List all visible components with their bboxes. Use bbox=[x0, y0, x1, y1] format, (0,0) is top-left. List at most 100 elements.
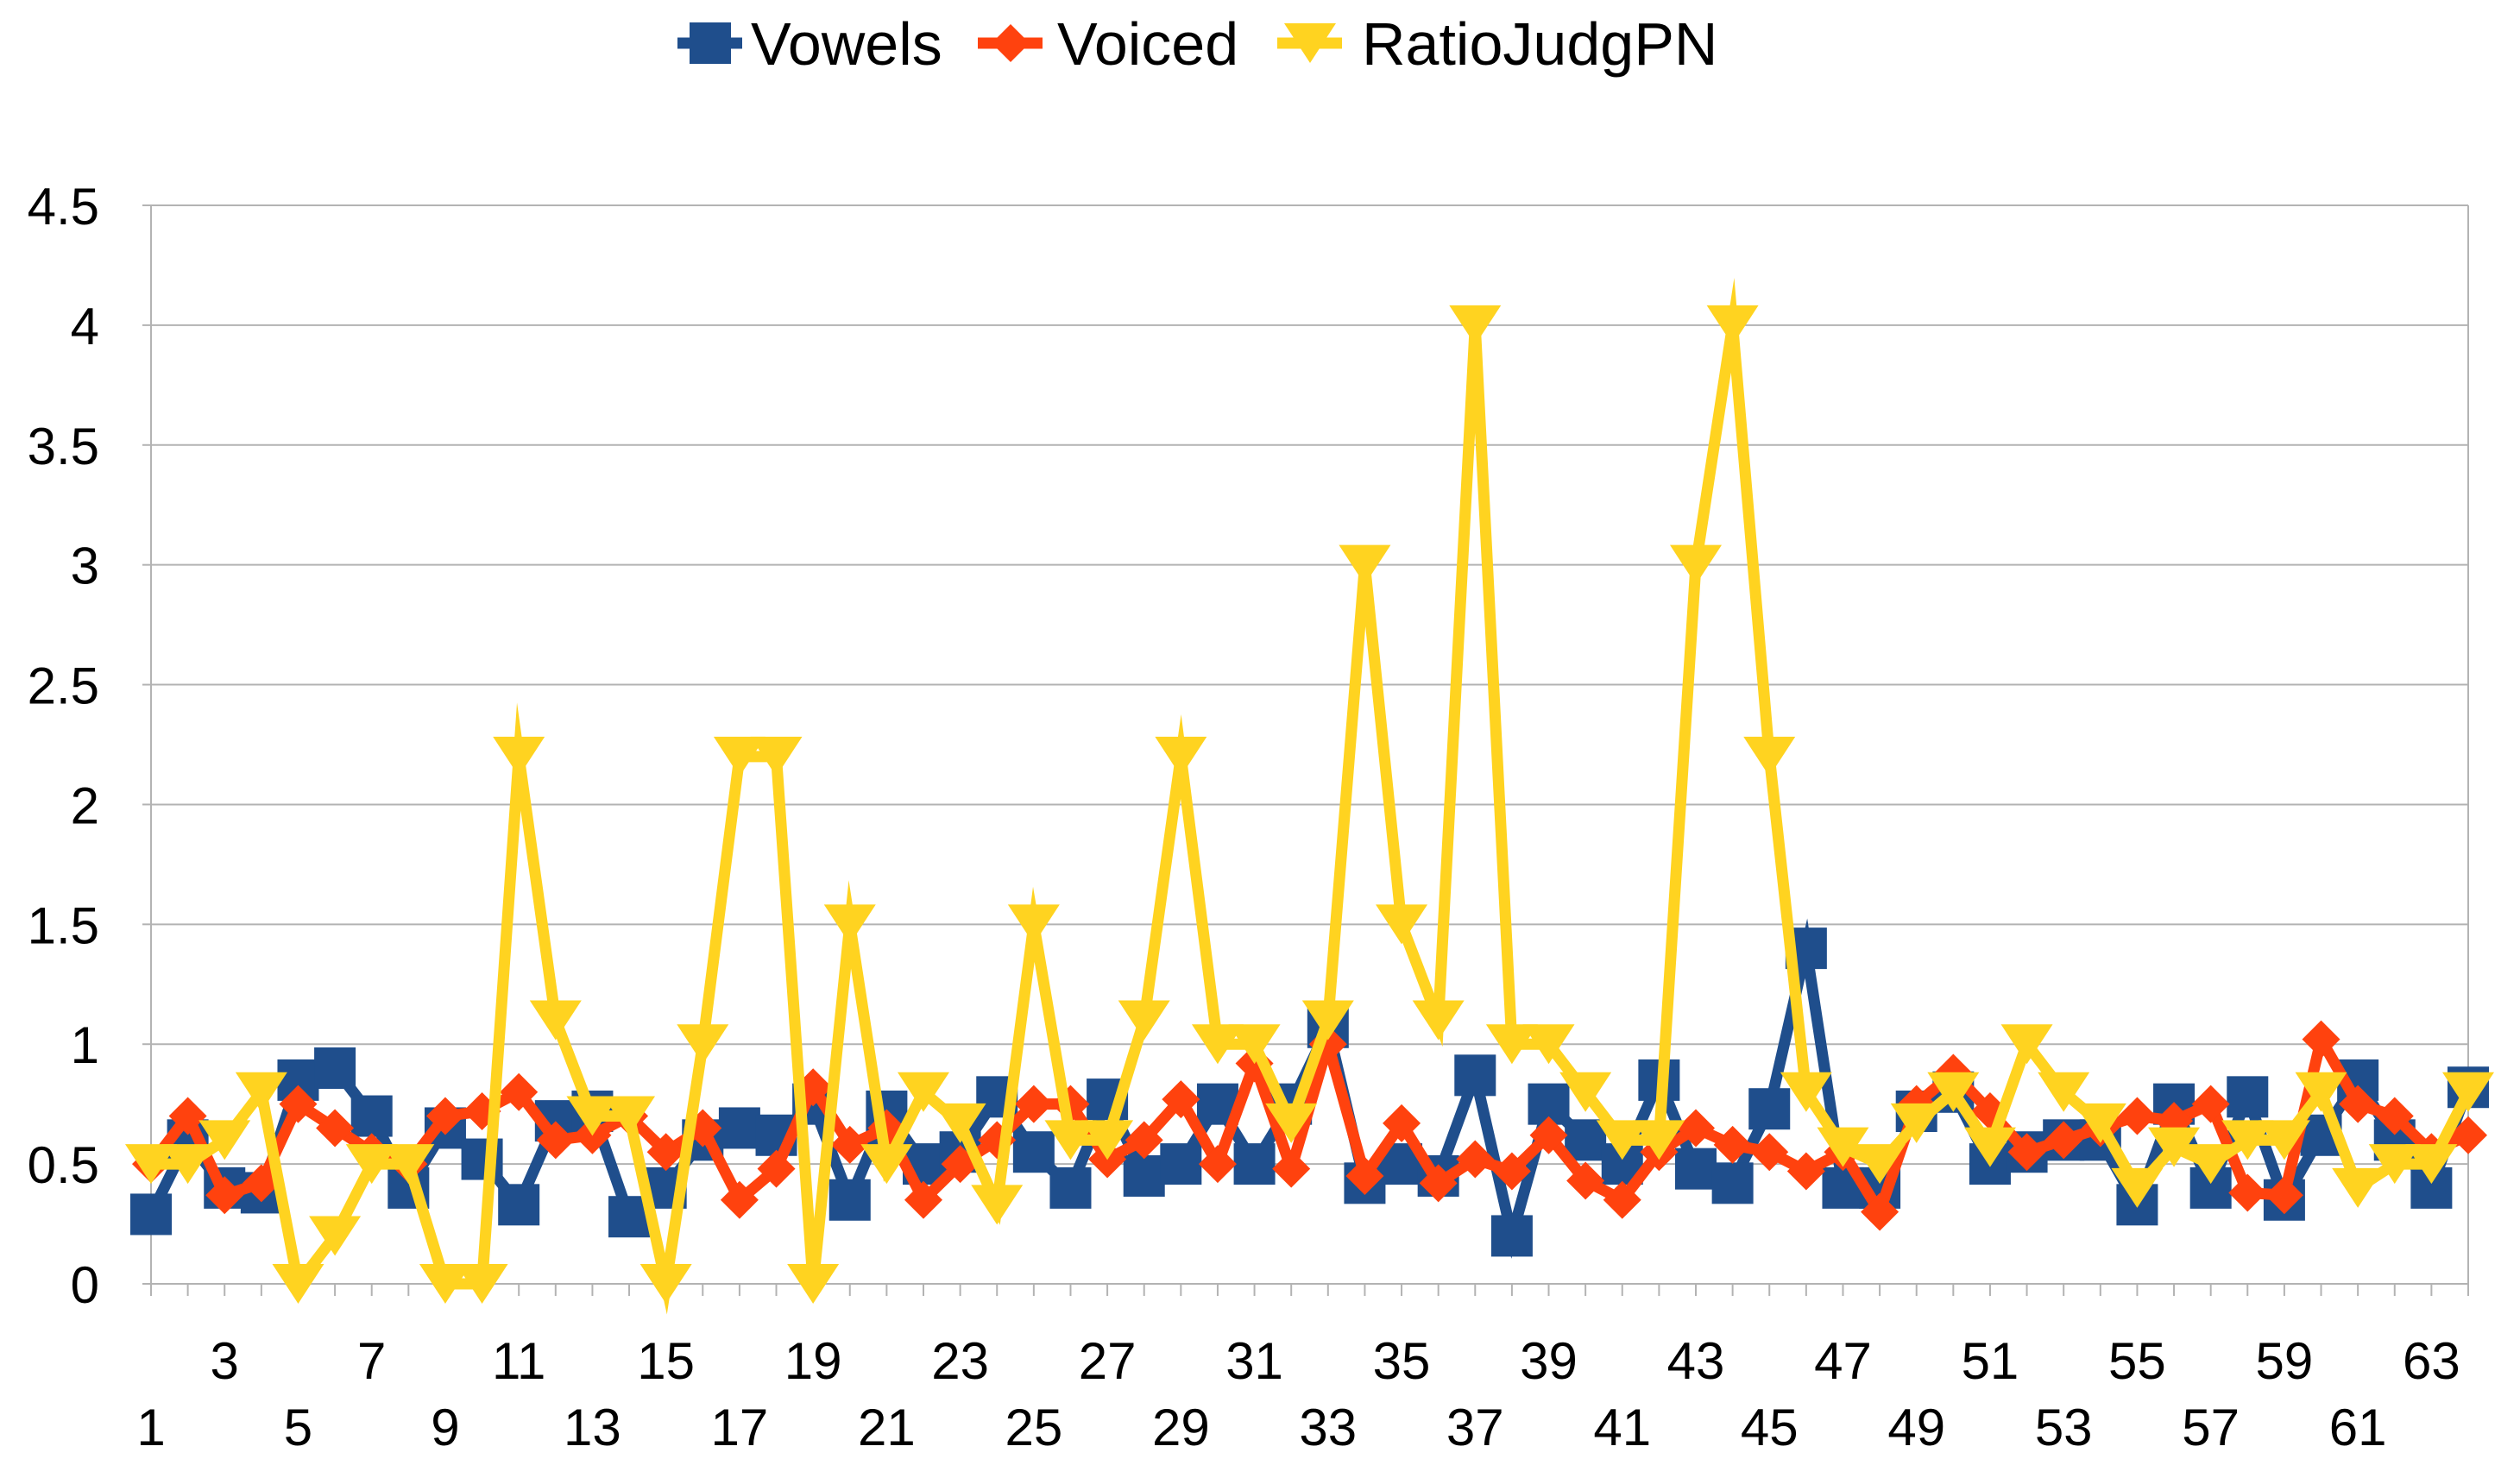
data-point bbox=[1817, 1127, 1869, 1167]
data-point bbox=[823, 904, 876, 945]
x-tick-label: 33 bbox=[1299, 1399, 1357, 1456]
data-point bbox=[750, 736, 803, 777]
data-point bbox=[2368, 1144, 2421, 1185]
data-point bbox=[316, 1109, 355, 1148]
legend: Vowels Voiced RatioJudgPN bbox=[677, 10, 1717, 78]
data-point bbox=[2332, 1167, 2385, 1208]
data-point bbox=[1123, 1155, 1165, 1197]
data-point bbox=[130, 1193, 172, 1236]
data-point bbox=[2339, 1085, 2378, 1123]
x-tick-label: 43 bbox=[1667, 1332, 1725, 1390]
x-tick-label: 63 bbox=[2403, 1332, 2460, 1390]
x-tick-label: 35 bbox=[1373, 1332, 1431, 1390]
data-point bbox=[971, 1185, 1024, 1225]
data-point bbox=[2295, 1072, 2347, 1112]
data-point bbox=[1603, 1180, 1641, 1219]
data-point bbox=[1228, 1024, 1281, 1065]
data-point bbox=[1155, 736, 1207, 777]
data-point bbox=[536, 1121, 575, 1160]
data-point bbox=[125, 1144, 177, 1185]
data-point bbox=[1490, 1215, 1533, 1257]
x-tick-label: 21 bbox=[858, 1399, 916, 1456]
data-point bbox=[1750, 1133, 1789, 1172]
data-point bbox=[1301, 1000, 1354, 1041]
legend-item-vowels: Vowels bbox=[677, 10, 942, 78]
legend-label: RatioJudgPN bbox=[1362, 10, 1717, 78]
x-tick-label: 31 bbox=[1225, 1332, 1283, 1390]
data-point bbox=[1044, 1120, 1097, 1160]
data-point bbox=[1559, 1072, 1612, 1112]
data-point bbox=[1854, 1144, 1906, 1185]
data-point bbox=[2038, 1072, 2090, 1112]
data-point bbox=[757, 1149, 796, 1188]
data-point bbox=[1081, 1120, 1134, 1160]
data-point bbox=[1198, 1145, 1237, 1184]
x-tick-label: 1 bbox=[136, 1399, 165, 1456]
x-tick-label: 37 bbox=[1446, 1399, 1504, 1456]
x-tick-label: 15 bbox=[637, 1332, 695, 1390]
data-point bbox=[2449, 1116, 2487, 1154]
data-point bbox=[1412, 1000, 1465, 1041]
x-tick-label: 57 bbox=[2182, 1399, 2240, 1456]
data-point bbox=[425, 1097, 464, 1135]
data-point bbox=[720, 1180, 759, 1219]
x-axis: 3 7 11 15 19 23 27 31 35 39 43 47 51 55 59 631 5 9 13 17 21 2… bbox=[136, 1283, 2469, 1456]
data-point bbox=[1265, 1103, 1318, 1143]
data-point bbox=[566, 1096, 619, 1136]
data-point bbox=[1861, 1192, 1899, 1231]
y-axis: 0 0.5 1 1.5 2 2.5 3 3.5 4 4.5 bbox=[28, 178, 152, 1314]
data-point bbox=[1706, 305, 1759, 345]
data-point bbox=[2000, 1024, 2053, 1065]
data-point bbox=[2044, 1121, 2083, 1160]
data-point bbox=[272, 1264, 324, 1304]
data-point bbox=[1713, 1125, 1752, 1164]
data-point bbox=[1711, 1162, 1754, 1204]
data-point bbox=[1565, 1119, 1607, 1161]
data-point bbox=[1007, 904, 1060, 945]
data-point bbox=[1049, 1166, 1092, 1209]
series-ratiojudgpn bbox=[125, 278, 2494, 1315]
y-tick-label: 0.5 bbox=[28, 1136, 99, 1194]
data-point bbox=[2228, 1173, 2267, 1212]
data-point bbox=[279, 1085, 318, 1123]
data-point bbox=[1014, 1085, 1053, 1123]
data-point bbox=[2074, 1103, 2126, 1143]
data-point bbox=[1376, 904, 1428, 945]
data-point bbox=[934, 1103, 986, 1143]
data-point bbox=[1456, 1140, 1495, 1179]
data-point bbox=[2227, 1076, 2269, 1118]
data-point bbox=[1454, 1054, 1496, 1097]
data-point bbox=[1339, 544, 1391, 585]
data-point bbox=[2258, 1120, 2310, 1160]
data-point bbox=[1675, 1148, 1717, 1190]
data-point bbox=[1160, 1143, 1202, 1185]
data-point bbox=[1529, 1116, 1568, 1154]
data-point bbox=[493, 736, 545, 777]
data-point bbox=[1677, 1109, 1715, 1148]
data-point bbox=[1963, 1127, 2016, 1167]
data-point bbox=[161, 1144, 214, 1185]
y-tick-label: 3.5 bbox=[28, 418, 99, 475]
x-tick-label: 9 bbox=[431, 1399, 459, 1456]
y-tick-label: 1 bbox=[71, 1016, 99, 1074]
x-tick-label: 49 bbox=[1887, 1399, 1945, 1456]
data-point bbox=[1743, 736, 1796, 777]
x-tick-label: 51 bbox=[1962, 1332, 2019, 1390]
data-point bbox=[1633, 1120, 1685, 1160]
data-point bbox=[904, 1180, 942, 1219]
x-tick-label: 45 bbox=[1741, 1399, 1799, 1456]
x-tick-label: 19 bbox=[784, 1332, 842, 1390]
y-tick-label: 4 bbox=[71, 298, 99, 355]
data-point bbox=[2148, 1127, 2201, 1167]
x-tick-label: 13 bbox=[564, 1399, 621, 1456]
data-point bbox=[2302, 1020, 2340, 1059]
y-tick-label: 2.5 bbox=[28, 657, 99, 715]
x-tick-label: 25 bbox=[1005, 1399, 1062, 1456]
data-point bbox=[1125, 1121, 1163, 1160]
data-point bbox=[500, 1072, 539, 1111]
legend-item-ratiojudgpn: RatioJudgPN bbox=[1277, 10, 1717, 78]
data-point bbox=[828, 1179, 871, 1221]
y-tick-label: 0 bbox=[71, 1256, 99, 1314]
data-point bbox=[1890, 1103, 1943, 1143]
x-tick-label: 17 bbox=[711, 1399, 769, 1456]
